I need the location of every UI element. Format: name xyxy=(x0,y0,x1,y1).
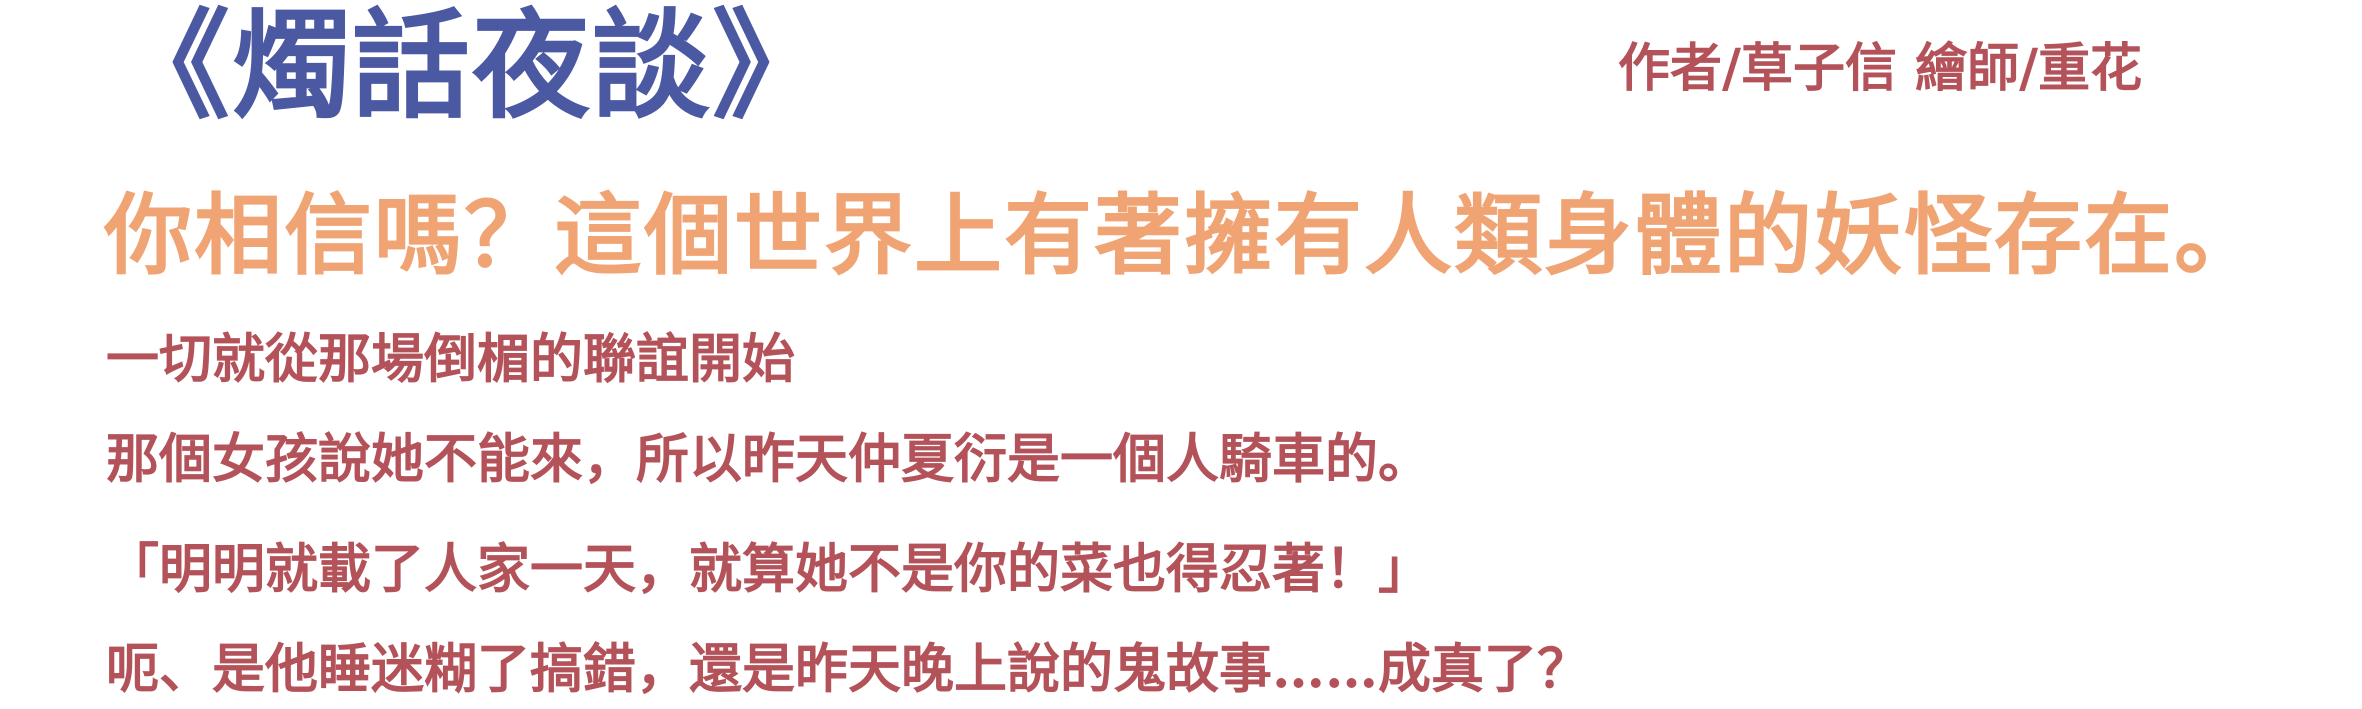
synopsis-line-4: 呃、是他睡迷糊了搞錯，還是昨天晚上說的鬼故事……成真了？ xyxy=(106,638,1590,700)
author-illustrator-credits: 作者/草子信 繪師/重花 xyxy=(1618,38,2143,99)
book-title: 《燭話夜談》 xyxy=(112,0,833,135)
synopsis-line-2: 那個女孩說她不能來，所以昨天仲夏衍是一個人騎車的。 xyxy=(106,428,1431,490)
headline-question: 你相信嗎？這個世界上有著擁有人類身體的妖怪存在。 xyxy=(104,183,2265,287)
synopsis-line-3: 「明明就載了人家一天，就算她不是你的菜也得忍著！」 xyxy=(106,538,1431,600)
synopsis-line-1: 一切就從那場倒楣的聯誼開始 xyxy=(106,328,795,390)
